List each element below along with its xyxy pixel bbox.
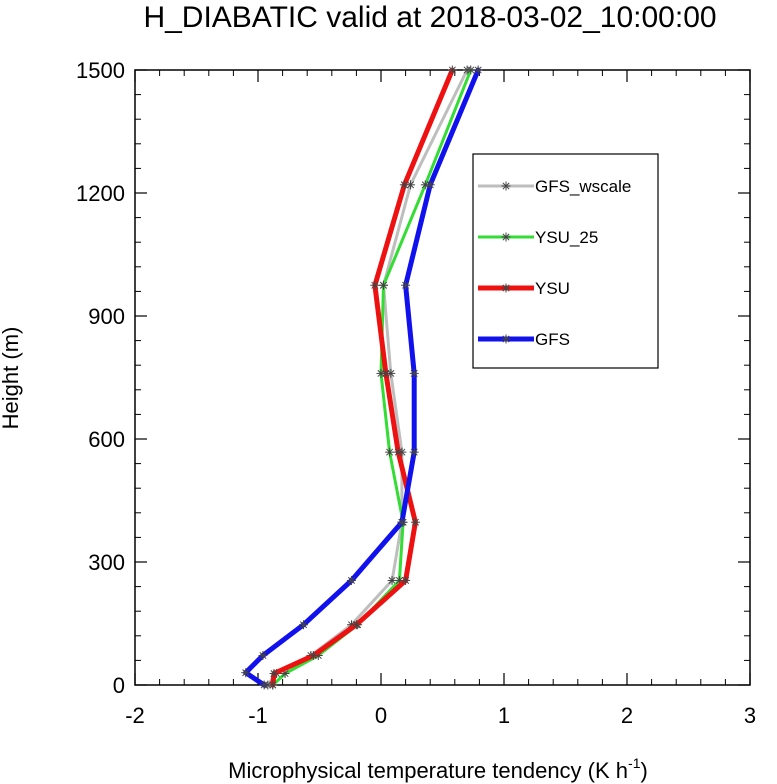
marker-stroke xyxy=(309,651,317,660)
marker-stroke xyxy=(398,518,406,526)
data-point-ysu xyxy=(393,447,403,457)
marker-stroke xyxy=(400,181,408,189)
marker-stroke xyxy=(448,66,456,74)
series-line-ysu xyxy=(270,67,455,688)
data-point-gfs-wscale xyxy=(387,575,397,585)
data-point-ysu xyxy=(268,680,278,690)
data-point-gfs xyxy=(473,65,483,75)
y-axis-label: Height (m) xyxy=(0,327,23,430)
marker-stroke xyxy=(259,651,267,660)
data-point-ysu xyxy=(401,575,411,585)
data-point-ysu-25 xyxy=(378,280,388,290)
x-axis-label: Microphysical temperature tendency (K h-… xyxy=(228,755,648,783)
marker-stroke xyxy=(410,448,418,456)
legend-label-ysu: YSU xyxy=(535,279,570,298)
data-point-gfs xyxy=(409,368,419,378)
data-point-gfs xyxy=(409,447,419,457)
marker-stroke xyxy=(467,66,475,74)
series-gfs xyxy=(241,65,483,690)
marker-stroke xyxy=(394,448,402,456)
data-point-ysu xyxy=(351,620,361,630)
marker-stroke xyxy=(406,181,415,189)
chart-title: H_DIABATIC valid at 2018-03-02_10:00:00 xyxy=(143,1,716,34)
marker-stroke xyxy=(502,233,510,241)
data-point-gfs xyxy=(401,280,411,290)
marker-stroke xyxy=(242,669,250,677)
marker-stroke xyxy=(474,66,482,74)
x-tick-label: 2 xyxy=(621,703,633,728)
marker-stroke xyxy=(395,576,403,584)
data-point-gfs xyxy=(241,668,251,678)
data-point-gfs xyxy=(259,680,269,690)
marker-stroke xyxy=(269,681,277,689)
plot-frame xyxy=(134,69,751,686)
marker-stroke xyxy=(299,621,308,629)
x-tick-label: -2 xyxy=(125,703,145,728)
marker-stroke xyxy=(388,576,396,584)
data-point-ysu xyxy=(370,280,380,290)
marker-stroke xyxy=(371,281,379,289)
legend-marker-ysu-25 xyxy=(501,232,511,242)
marker-stroke xyxy=(426,181,434,189)
marker-stroke xyxy=(410,369,418,377)
marker-stroke xyxy=(402,576,410,584)
marker-stroke xyxy=(502,284,510,292)
legend-label-gfs-wscale: GFS_wscale xyxy=(535,177,631,196)
x-tick-label: -1 xyxy=(248,703,268,728)
data-point-ysu xyxy=(399,180,409,190)
marker-stroke xyxy=(502,335,510,343)
data-point-gfs xyxy=(258,650,268,660)
data-point-ysu xyxy=(269,669,279,679)
legend-marker-ysu xyxy=(501,283,511,293)
marker-stroke xyxy=(347,576,356,584)
series-layer xyxy=(241,65,483,690)
legend-label-ysu-25: YSU_25 xyxy=(535,228,598,247)
data-point-gfs xyxy=(397,517,407,527)
marker-stroke xyxy=(281,669,289,678)
y-tick-label: 0 xyxy=(113,673,125,698)
x-axis-label-exponent: -1 xyxy=(628,755,641,771)
data-point-ysu xyxy=(381,368,391,378)
data-point-ysu xyxy=(447,65,457,75)
x-tick-label: 1 xyxy=(498,703,510,728)
data-point-gfs xyxy=(425,180,435,190)
legend-marker-gfs xyxy=(501,334,511,344)
data-point-ysu-25 xyxy=(385,447,395,457)
data-point-gfs xyxy=(299,620,309,630)
series-ysu xyxy=(268,65,457,690)
x-tick-label: 0 xyxy=(375,703,387,728)
data-point-ysu xyxy=(308,650,318,660)
legend: GFS_wscale YSU_25 YSU GFS xyxy=(472,153,659,369)
series-ysu-25 xyxy=(268,65,476,690)
series-line-gfs xyxy=(243,67,481,688)
y-tick-label: 600 xyxy=(88,427,125,452)
data-point-ysu xyxy=(410,517,420,527)
y-tick-label: 300 xyxy=(88,550,125,575)
y-tick-label: 900 xyxy=(88,304,125,329)
marker-stroke xyxy=(379,281,387,289)
plot-area: -2 -1 0 1 2 3 0 300 600 900 1200 1500 xyxy=(76,58,756,728)
legend-items: GFS_wscale YSU_25 YSU GFS xyxy=(478,177,631,349)
marker-stroke xyxy=(382,369,390,377)
marker-stroke xyxy=(352,621,360,629)
marker-stroke xyxy=(260,681,268,689)
marker-stroke xyxy=(411,518,419,526)
x-axis-label-main: Microphysical temperature tendency (K h xyxy=(228,758,628,783)
y-tick-label: 1200 xyxy=(76,181,125,206)
y-tick-label: 1500 xyxy=(76,58,125,83)
marker-stroke xyxy=(386,448,394,456)
x-axis-label-close: ) xyxy=(640,758,647,783)
legend-box xyxy=(472,153,659,369)
marker-stroke xyxy=(270,669,278,678)
legend-marker-gfs-wscale xyxy=(501,181,511,191)
marker-stroke xyxy=(402,281,410,289)
marker-stroke xyxy=(502,182,510,190)
data-point-gfs xyxy=(346,575,356,585)
legend-label-gfs: GFS xyxy=(535,330,570,349)
x-tick-label: 3 xyxy=(744,703,756,728)
